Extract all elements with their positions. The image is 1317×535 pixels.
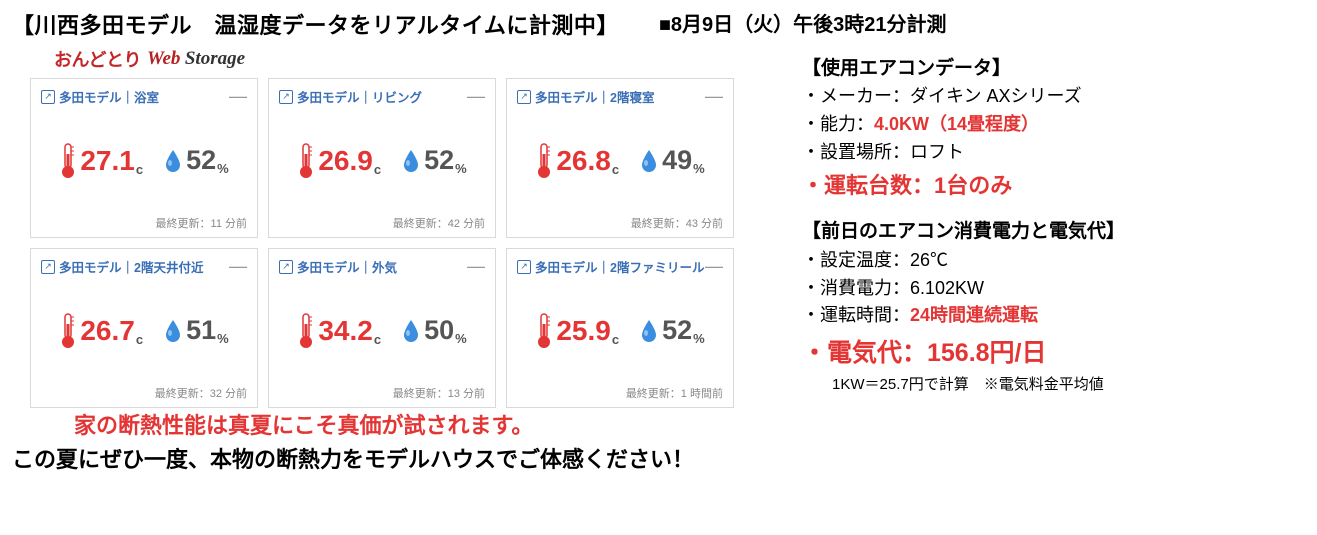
temp-value: 34.2 [318,315,373,347]
card-updated: 最終更新：13 分前 [269,381,495,407]
prevday-section-title: 【前日のエアコン消費電力と電気代】 [802,217,1125,246]
card-title: 多田モデル｜2階ファミリール [535,257,704,276]
ac-capacity: ・能力：4.0KW（14畳程度） [802,111,1125,139]
thermometer-icon [535,312,553,350]
temp-unit: c [612,162,619,177]
expand-icon[interactable]: ↗ [517,260,531,274]
humidity-unit: % [455,161,467,176]
ac-location: ・設置場所：ロフト [802,139,1125,167]
thermometer-icon [535,142,553,180]
prevday-runtime: ・運転時間：24時間連続運転 [802,302,1125,330]
temp-value: 26.9 [318,145,373,177]
collapse-icon[interactable]: — [705,262,723,271]
card-title: 多田モデル｜浴室 [59,87,159,106]
humidity-value: 52 [186,145,216,176]
footer-headline-black: この夏にぜひ一度、本物の断熱力をモデルハウスでご体感ください！ [12,442,1305,474]
expand-icon[interactable]: ↗ [279,90,293,104]
prevday-price-note: 1KW＝25.7円で計算 ※電気料金平均値 [802,373,1125,396]
footer-headline-red: 家の断熱性能は真夏にこそ真価が試されます。 [12,408,1305,440]
info-panel: 【使用エアコンデータ】 ・メーカー：ダイキン AXシリーズ ・能力：4.0KW（… [802,40,1125,408]
humidity-unit: % [693,331,705,346]
temp-value: 26.7 [80,315,135,347]
humidity-value: 52 [662,315,692,346]
thermometer-icon [297,312,315,350]
humidity-unit: % [693,161,705,176]
prevday-consumption: ・消費電力：6.102KW [802,275,1125,303]
card-title: 多田モデル｜リビング [297,87,422,106]
humidity-value: 50 [424,315,454,346]
water-drop-icon [163,318,183,344]
prevday-price: ・電気代：156.8円/日 [802,334,1047,373]
measurement-timestamp: ■8月9日（火）午後3時21分計測 [659,8,947,37]
temp-value: 27.1 [80,145,135,177]
card-updated: 最終更新：32 分前 [31,381,257,407]
prevday-runtime-value: 24時間連続運転 [910,305,1038,325]
water-drop-icon [401,148,421,174]
thermometer-icon [297,142,315,180]
humidity-value: 52 [424,145,454,176]
humidity-unit: % [455,331,467,346]
temp-unit: c [136,332,143,347]
card-updated: 最終更新：43 分前 [507,211,733,237]
temp-value: 25.9 [556,315,611,347]
logo-web: Web [147,48,180,69]
sensor-panel: おんどとり Web Storage ↗ 多田モデル｜浴室 — 27.1 c [12,40,712,408]
sensor-card: ↗ 多田モデル｜2階ファミリール — 25.9 c 52 % [506,248,734,408]
footer: 家の断熱性能は真夏にこそ真価が試されます。 この夏にぜひ一度、本物の断熱力をモデ… [0,408,1317,474]
card-title: 多田モデル｜2階天井付近 [59,257,203,276]
logo: おんどとり Web Storage [12,40,712,78]
sensor-card: ↗ 多田モデル｜2階寝室 — 26.8 c 49 % [506,78,734,238]
sensor-card: ↗ 多田モデル｜外気 — 34.2 c 50 % [268,248,496,408]
page-title: 【川西多田モデル 温湿度データをリアルタイムに計測中】 [12,8,619,40]
humidity-value: 51 [186,315,216,346]
ac-maker: ・メーカー：ダイキン AXシリーズ [802,83,1125,111]
card-updated: 最終更新：1 時間前 [507,381,733,407]
collapse-icon[interactable]: — [705,92,723,101]
water-drop-icon [163,148,183,174]
water-drop-icon [639,318,659,344]
humidity-unit: % [217,331,229,346]
expand-icon[interactable]: ↗ [41,260,55,274]
temp-unit: c [612,332,619,347]
humidity-value: 49 [662,145,692,176]
logo-storage: Storage [185,48,245,69]
water-drop-icon [401,318,421,344]
card-updated: 最終更新：42 分前 [269,211,495,237]
temp-unit: c [374,332,381,347]
card-title: 多田モデル｜外気 [297,257,397,276]
expand-icon[interactable]: ↗ [517,90,531,104]
collapse-icon[interactable]: — [467,262,485,271]
collapse-icon[interactable]: — [229,92,247,101]
ac-section-title: 【使用エアコンデータ】 [802,54,1125,83]
thermometer-icon [59,312,77,350]
sensor-card: ↗ 多田モデル｜2階天井付近 — 26.7 c 51 % [30,248,258,408]
collapse-icon[interactable]: — [229,262,247,271]
logo-ondotori: おんどとり [54,46,141,72]
humidity-unit: % [217,161,229,176]
card-updated: 最終更新：11 分前 [31,211,257,237]
collapse-icon[interactable]: — [467,92,485,101]
expand-icon[interactable]: ↗ [41,90,55,104]
ac-capacity-label: ・能力： [802,114,874,134]
temp-unit: c [136,162,143,177]
card-title: 多田モデル｜2階寝室 [535,87,654,106]
expand-icon[interactable]: ↗ [279,260,293,274]
prevday-runtime-label: ・運転時間： [802,305,910,325]
sensor-card: ↗ 多田モデル｜リビング — 26.9 c 52 % [268,78,496,238]
water-drop-icon [639,148,659,174]
prevday-set-temp: ・設定温度：26℃ [802,247,1125,275]
sensor-card: ↗ 多田モデル｜浴室 — 27.1 c 52 % [30,78,258,238]
temp-unit: c [374,162,381,177]
cards-grid: ↗ 多田モデル｜浴室 — 27.1 c 52 % [12,78,712,408]
thermometer-icon [59,142,77,180]
ac-capacity-value: 4.0KW（14畳程度） [874,114,1039,134]
temp-value: 26.8 [556,145,611,177]
ac-units-running: ・運転台数：1台のみ [802,169,1012,203]
